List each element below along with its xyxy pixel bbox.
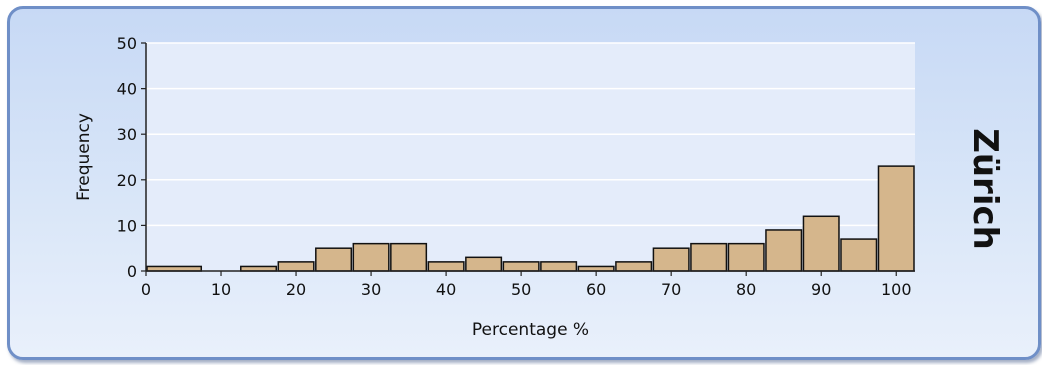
- x-tick-label-40: 40: [436, 280, 456, 299]
- x-tick-label-70: 70: [661, 280, 681, 299]
- histogram-bar-3: [277, 261, 315, 272]
- histogram-bar-15: [727, 242, 765, 272]
- histogram-bar-6: [390, 242, 428, 272]
- histogram-bar-18: [840, 238, 878, 272]
- x-tick-label-60: 60: [586, 280, 606, 299]
- axes: [145, 43, 915, 272]
- x-tick-label-10: 10: [211, 280, 231, 299]
- x-tick-label-80: 80: [736, 280, 756, 299]
- y-tick-label-50: 50: [117, 34, 137, 53]
- grid-lines: [146, 42, 915, 227]
- histogram-bar-9: [502, 261, 540, 272]
- x-tick-label-90: 90: [811, 280, 831, 299]
- y-tick-label-30: 30: [117, 125, 137, 144]
- histogram-bar-14: [690, 242, 728, 272]
- histogram-chart: 0 10 20 30 40 50 60 70 80 90 100 0 10 20 30 40 50 Perce…: [74, 34, 915, 340]
- y-tick-label-10: 10: [117, 216, 137, 235]
- chart-panel: 0 10 20 30 40 50 60 70 80 90 100 0 10 20 30 40 50 Perce…: [7, 6, 1041, 360]
- histogram-bar-17: [802, 215, 840, 272]
- y-tick-label-40: 40: [117, 80, 137, 99]
- x-tick-label-0: 0: [141, 280, 151, 299]
- panel-title-text: Zürich: [965, 128, 1005, 250]
- x-axis-ticks: 0 10 20 30 40 50 60 70 80 90 100: [141, 271, 912, 299]
- x-tick-label-30: 30: [361, 280, 381, 299]
- histogram-bar-12: [615, 261, 653, 272]
- x-tick-label-100: 100: [881, 280, 912, 299]
- histogram-bar-19: [877, 165, 915, 272]
- histogram-bar-13: [652, 247, 690, 272]
- histogram-bar-16: [765, 229, 803, 272]
- histogram-bar-8: [465, 256, 503, 272]
- x-tick-label-50: 50: [511, 280, 531, 299]
- y-axis-ticks: 0 10 20 30 40 50: [117, 34, 146, 281]
- histogram-bar-7: [427, 261, 465, 272]
- y-tick-label-0: 0: [127, 262, 137, 281]
- y-axis-title: Frequency: [74, 113, 94, 201]
- histogram-bar-4: [315, 247, 353, 272]
- x-axis-title: Percentage %: [472, 320, 589, 340]
- panel-title: Zürich: [958, 119, 1008, 259]
- y-tick-label-20: 20: [117, 171, 137, 190]
- histogram-bar-5: [352, 242, 390, 272]
- histogram-bar-10: [540, 261, 578, 272]
- x-tick-label-20: 20: [286, 280, 306, 299]
